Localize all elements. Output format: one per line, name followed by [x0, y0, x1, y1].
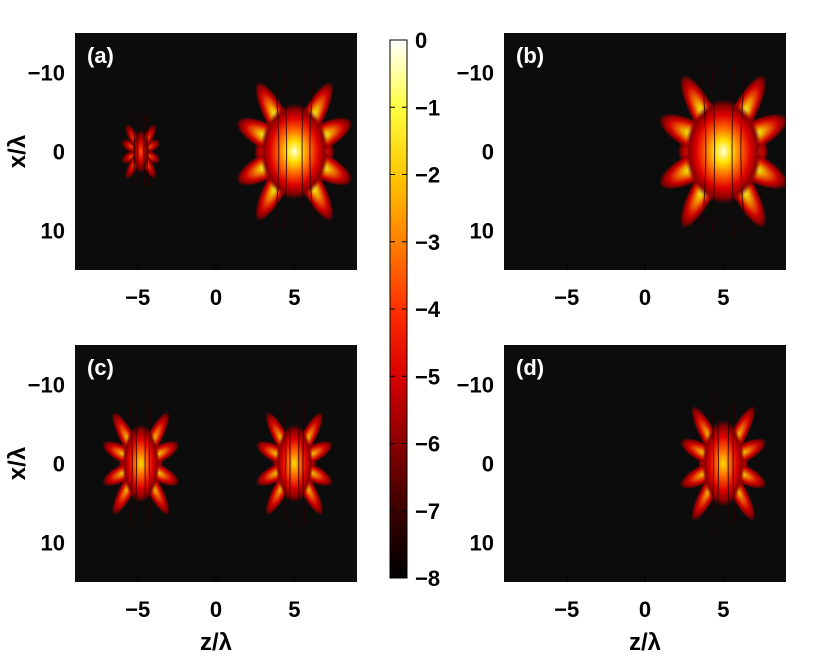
colorbar: 0 −1 −2 −3 −4 −5 −6 −7 −8 — [389, 28, 441, 591]
x-tick-label: 0 — [210, 597, 222, 622]
field-node-line — [710, 392, 715, 535]
x-tick-label: 0 — [639, 597, 651, 622]
field-lobe — [680, 392, 767, 535]
field-node-line — [740, 66, 747, 237]
y-tick-label: 10 — [470, 531, 494, 556]
field-lobe — [236, 73, 353, 230]
y-tick-label: 10 — [41, 531, 65, 556]
field-core — [132, 129, 150, 174]
field-node-line — [716, 392, 720, 535]
x-tick-label: 5 — [717, 597, 729, 622]
field-node-line — [309, 73, 315, 230]
panel-d: (d) −5 0 5 −10 0 10 z/λ — [457, 345, 786, 656]
field-pattern — [102, 399, 333, 528]
field-node-line — [732, 392, 737, 535]
y-tick-label: −10 — [457, 61, 494, 86]
x-tick-label: 0 — [639, 285, 651, 310]
field-lobe — [102, 399, 180, 528]
field-pattern — [680, 392, 767, 535]
panel-label: (b) — [516, 43, 544, 68]
y-tick-label: −10 — [28, 61, 65, 86]
field-node-line — [273, 73, 280, 230]
field-node-line — [129, 399, 133, 528]
field-node-line — [731, 66, 736, 237]
field-node-line — [132, 115, 136, 188]
field-lobe — [121, 115, 161, 188]
field-node-line — [298, 399, 301, 528]
x-tick-label: −5 — [125, 285, 150, 310]
panel-c: (c) −5 0 5 −10 0 10 x/λ z/λ — [4, 345, 357, 656]
field-core — [701, 420, 745, 507]
field-lobe — [658, 66, 786, 237]
panel-label: (a) — [87, 43, 114, 68]
field-node-line — [143, 115, 146, 188]
colorbar-tick-label: −3 — [415, 230, 440, 255]
colorbar-tick-label: 0 — [415, 28, 427, 53]
field-node-line — [302, 399, 306, 528]
field-node-line — [148, 399, 153, 528]
y-axis-label: x/λ — [4, 447, 31, 480]
panel-label: (c) — [87, 355, 114, 380]
x-tick-label: 5 — [717, 285, 729, 310]
y-tick-label: −10 — [457, 373, 494, 398]
panel-b: (b) −5 0 5 −10 0 10 — [457, 33, 786, 310]
field-core — [121, 424, 160, 503]
y-tick-label: 0 — [482, 140, 494, 165]
x-tick-label: −5 — [554, 597, 579, 622]
colorbar-tick-label: −1 — [415, 95, 440, 120]
field-pattern — [658, 66, 786, 237]
panel-a: (a) −5 0 5 −10 0 10 x/λ — [4, 33, 357, 310]
field-node-line — [146, 115, 150, 188]
x-tick-label: −5 — [125, 597, 150, 622]
y-tick-label: 0 — [482, 452, 494, 477]
x-tick-label: −5 — [554, 285, 579, 310]
y-tick-label: 0 — [53, 140, 65, 165]
field-core — [684, 99, 763, 204]
panel-label: (d) — [516, 355, 544, 380]
field-node-line — [301, 73, 305, 230]
colorbar-tick-label: −6 — [415, 432, 440, 457]
x-axis-label: z/λ — [629, 629, 661, 656]
field-core — [275, 424, 314, 503]
y-axis-label: x/λ — [4, 135, 31, 168]
field-node-line — [700, 66, 707, 237]
colorbar-tick-label: −5 — [415, 364, 440, 389]
x-tick-label: 5 — [288, 285, 300, 310]
field-node-line — [711, 66, 716, 237]
colorbar-tick-label: −8 — [415, 566, 440, 591]
field-node-line — [144, 399, 147, 528]
field-node-line — [727, 392, 731, 535]
colorbar-tick-label: −4 — [415, 297, 441, 322]
field-core — [259, 103, 329, 200]
field-node-line — [134, 399, 138, 528]
x-tick-label: 5 — [288, 597, 300, 622]
field-node-line — [282, 399, 287, 528]
y-tick-label: 10 — [470, 219, 494, 244]
x-axis-label: z/λ — [200, 629, 232, 656]
y-tick-label: 10 — [41, 219, 65, 244]
field-pattern — [121, 73, 353, 230]
field-node-line — [283, 73, 288, 230]
y-tick-label: 0 — [53, 452, 65, 477]
field-node-line — [136, 115, 139, 188]
y-tick-label: −10 — [28, 373, 65, 398]
colorbar-tick-label: −2 — [415, 163, 440, 188]
field-node-line — [288, 399, 291, 528]
field-lobe — [255, 399, 333, 528]
colorbar-tick-label: −7 — [415, 499, 440, 524]
x-tick-label: 0 — [210, 285, 222, 310]
